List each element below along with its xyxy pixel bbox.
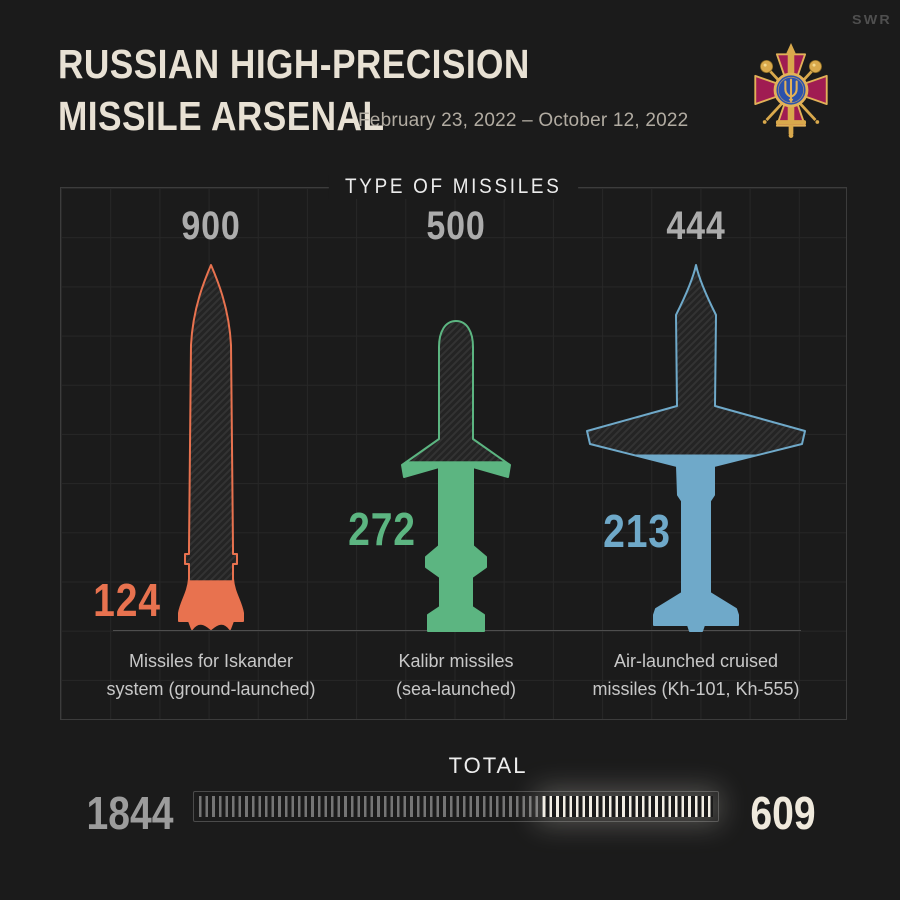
chart-title-box: TYPE OF MISSILES [284, 175, 624, 199]
page-subtitle: February 23, 2022 – October 12, 2022 [358, 110, 689, 131]
total-count-remaining: 609 [750, 787, 816, 839]
missile-group-iskander: 900 124 Missiles for Iskander system (gr… [61, 188, 846, 719]
iskander-missile-icon [178, 264, 244, 630]
total-bar-dim-ticks [199, 796, 544, 817]
missile-total-count: 444 [666, 204, 726, 248]
missile-caption: Kalibr missiles (sea-launched) [316, 647, 596, 703]
missile-group-kalibr: 500 272 Kalibr missiles (sea-launched) [61, 188, 846, 719]
missile-remaining-count: 213 [603, 505, 671, 557]
watermark-logo: SWR [852, 12, 892, 27]
missile-caption-line2: system (ground-launched) [106, 679, 316, 699]
missile-caption-line2: (sea-launched) [395, 679, 517, 699]
total-bar [193, 791, 719, 822]
total-bar-bright-ticks [543, 796, 713, 817]
total-label: TOTAL [448, 753, 528, 778]
missile-caption-line2: missiles (Kh-101, Kh-555) [592, 679, 800, 699]
missile-caption-line1: Missiles for Iskander [128, 651, 294, 671]
kalibr-missile-icon [401, 320, 511, 632]
chart-panel: TYPE OF MISSILES 900 124 Missiles for Is… [60, 175, 847, 720]
missile-group-kh101: 444 213 Air-launched cruised missiles (K… [61, 188, 846, 719]
missile-total-count: 900 [181, 204, 241, 248]
missile-caption-line1: Kalibr missiles [398, 651, 514, 671]
total-count-grand: 1844 [86, 787, 174, 839]
missile-caption: Missiles for Iskander system (ground-lau… [71, 647, 351, 703]
missile-remaining-count: 124 [93, 574, 161, 626]
chart-title: TYPE OF MISSILES [329, 175, 578, 199]
missile-total-count: 500 [426, 204, 486, 248]
page-title-line2: MISSILE ARSENAL [58, 93, 385, 139]
missile-remaining-count: 272 [348, 503, 416, 555]
cruise-missile-icon [586, 264, 806, 632]
missile-caption: Air-launched cruised missiles (Kh-101, K… [556, 647, 836, 703]
missile-caption-line1: Air-launched cruised [613, 651, 779, 671]
ukraine-armed-forces-emblem-icon [754, 43, 828, 138]
page-title-line1: RUSSIAN HIGH-PRECISION [58, 41, 530, 87]
